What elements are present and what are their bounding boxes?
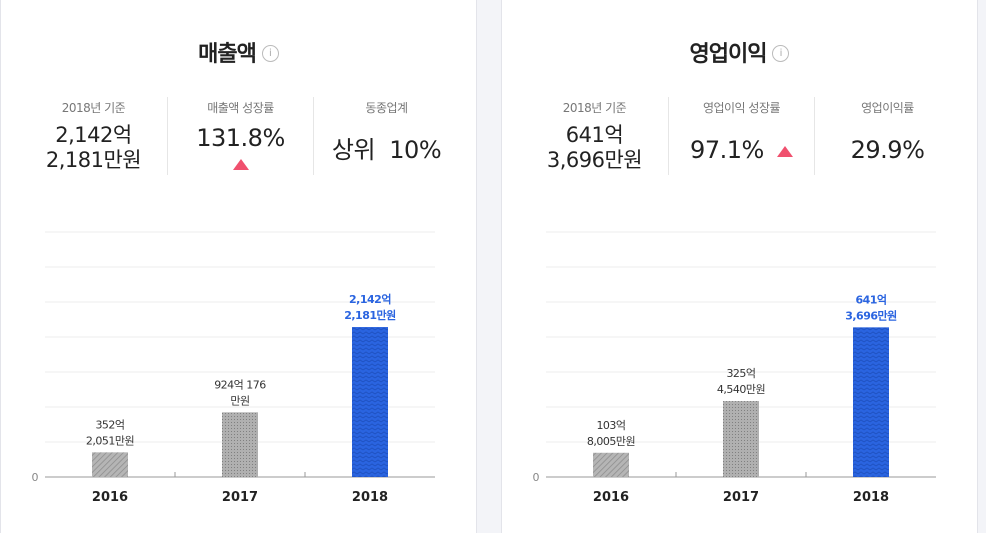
stat-operating-margin: 영업이익률 29.9% — [814, 97, 960, 175]
panel-title: 영업이익 i — [502, 36, 977, 68]
x-tick-label: 2017 — [222, 490, 258, 505]
data-label: 325억 — [726, 367, 755, 380]
revenue-panel: 매출액 i 2018년 기준 2,142억 2,181만원 매출액 성장률 131… — [0, 0, 477, 533]
data-label: 2,181만원 — [344, 308, 396, 322]
stat-value: 29.9% — [850, 136, 925, 164]
stat-value: 641억 3,696만원 — [522, 123, 667, 173]
stat-value: 97.1% — [669, 138, 814, 163]
x-tick-label: 2017 — [723, 490, 759, 505]
data-label: 3,696만원 — [845, 308, 897, 322]
x-tick-label: 2018 — [352, 490, 388, 505]
data-label: 8,005만원 — [587, 435, 635, 448]
stat-value: 131.8% — [196, 124, 285, 152]
data-label: 924억 176 — [214, 378, 266, 391]
bar-2018[interactable] — [853, 327, 889, 477]
stat-label: 영업이익률 — [861, 101, 914, 115]
stat-label: 2018년 기준 — [562, 101, 627, 115]
up-arrow-icon — [776, 145, 793, 157]
stats-row: 2018년 기준 2,142억 2,181만원 매출액 성장률 131.8% 동… — [21, 97, 458, 177]
data-label: 103억 — [596, 419, 625, 432]
bar-2016[interactable] — [92, 452, 128, 477]
up-arrow-icon — [232, 159, 249, 170]
stat-value: 상위 10% — [331, 136, 442, 164]
stat-industry-rank: 동종업계 상위 10% — [313, 97, 459, 175]
y-tick-label: 0 — [32, 471, 39, 484]
y-tick-label: 0 — [533, 471, 540, 484]
operating-profit-panel: 영업이익 i 2018년 기준 641억 3,696만원 영업이익 성장률 97.… — [501, 0, 978, 533]
stat-label: 영업이익 성장률 — [702, 101, 781, 115]
operating-profit-bar-chart: 0 2016 103억 8,005만원 2017 325억 4,540만원 2018 641억 3… — [533, 231, 936, 505]
bar-2017[interactable] — [222, 412, 258, 477]
stat-label: 매출액 성장률 — [207, 101, 274, 115]
stat-base-year: 2018년 기준 2,142억 2,181만원 — [21, 97, 166, 175]
data-label: 2,142억 — [349, 293, 391, 306]
data-label: 352억 — [95, 418, 124, 431]
panel-title-text: 영업이익 — [689, 42, 768, 67]
panel-title: 매출액 i — [1, 36, 476, 68]
revenue-bar-chart: 0 2016 352억 2,051만원 2017 924억 176 만원 2018 2,142억… — [32, 231, 435, 505]
x-tick-label: 2018 — [853, 490, 889, 505]
data-label: 641억 — [855, 293, 886, 306]
info-icon[interactable]: i — [772, 44, 790, 62]
panel-title-text: 매출액 — [198, 42, 257, 67]
bar-2018[interactable] — [352, 327, 388, 477]
stat-base-year: 2018년 기준 641억 3,696만원 — [522, 97, 667, 175]
stat-label: 2018년 기준 — [61, 101, 126, 115]
data-label: 만원 — [230, 394, 249, 407]
gridlines — [45, 231, 435, 443]
x-tick-label: 2016 — [92, 490, 128, 505]
data-label: 4,540만원 — [717, 383, 765, 396]
info-icon[interactable]: i — [261, 44, 279, 62]
bar-2017[interactable] — [723, 401, 759, 477]
stat-growth-rate: 영업이익 성장률 97.1% — [668, 97, 814, 175]
stats-row: 2018년 기준 641억 3,696만원 영업이익 성장률 97.1% 영업이… — [522, 97, 959, 177]
x-tick-label: 2016 — [593, 490, 629, 505]
stat-value-line1: 2,142억 — [55, 123, 132, 147]
data-label: 2,051만원 — [86, 434, 134, 447]
stat-value-line2: 2,181만원 — [45, 148, 142, 172]
stat-value: 2,142억 2,181만원 — [21, 123, 166, 173]
stat-label: 동종업계 — [365, 101, 408, 115]
bar-2016[interactable] — [593, 452, 629, 477]
stat-growth-rate: 매출액 성장률 131.8% — [167, 97, 313, 175]
stat-value-line2: 3,696만원 — [546, 148, 643, 172]
stat-value-text: 97.1% — [690, 136, 764, 164]
stat-value-line1: 641억 — [565, 123, 624, 147]
